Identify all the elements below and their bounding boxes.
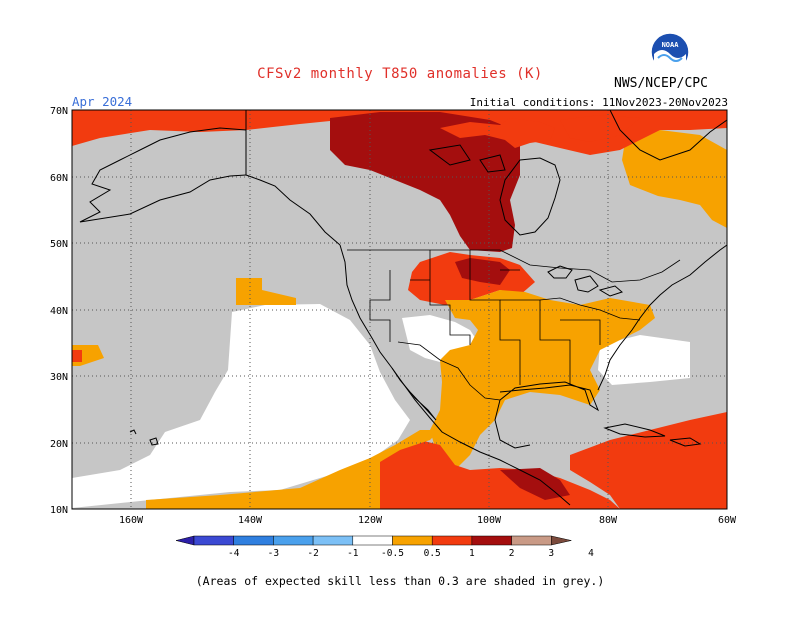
colorbar-arrow-right xyxy=(551,535,572,546)
colorbar-segment xyxy=(431,535,473,546)
very-hot-central-canada xyxy=(330,112,520,252)
hot-hudson-region xyxy=(440,118,555,148)
colorbar-tick-label: -0.5 xyxy=(381,548,404,559)
colorbar-tick-label: -4 xyxy=(228,548,240,559)
colorbar-segment xyxy=(273,535,314,546)
lon-label-80w: 80W xyxy=(599,515,618,526)
neutral-pacific-region xyxy=(72,304,410,508)
map-title: CFSv2 monthly T850 anomalies (K) xyxy=(257,66,543,82)
lat-label-70n: 70N xyxy=(50,106,68,117)
colorbar-segment xyxy=(352,535,393,546)
colorbar-tick-label: -3 xyxy=(268,548,279,559)
lat-label-10n: 10N xyxy=(50,505,68,516)
initial-conditions: Initial conditions: 11Nov2023-20Nov2023 xyxy=(469,96,728,109)
forecast-month: Apr 2024 xyxy=(72,94,133,109)
hot-patch-west xyxy=(72,350,82,362)
lat-label-40n: 40N xyxy=(50,306,68,317)
lat-label-30n: 30N xyxy=(50,372,68,383)
noaa-logo: NOAA xyxy=(650,32,690,72)
logo-text: NOAA xyxy=(662,41,680,49)
colorbar-segment xyxy=(193,535,234,546)
lat-label-20n: 20N xyxy=(50,439,68,450)
graticule xyxy=(72,110,727,509)
coastlines xyxy=(79,110,727,506)
colorbar-segment xyxy=(312,535,354,546)
colorbar-arrow-left xyxy=(175,535,195,546)
colorbar-tick-label: -2 xyxy=(307,548,318,559)
colorbar-segment xyxy=(392,535,433,546)
lon-label-120w: 120W xyxy=(358,515,383,526)
lat-label-50n: 50N xyxy=(50,239,68,250)
latitude-labels: 70N 60N 50N 40N 30N 20N 10N xyxy=(50,106,68,516)
colorbar-segment xyxy=(511,535,552,546)
colorbar-tick-label: 1 xyxy=(469,548,475,559)
borders xyxy=(347,249,681,401)
longitude-labels: 160W 140W 120W 100W 80W 60W xyxy=(119,515,737,526)
lon-label-60w: 60W xyxy=(718,515,737,526)
lat-label-60n: 60N xyxy=(50,173,68,184)
anomaly-map: 70N 60N 50N 40N 30N 20N 10N 160W 140W 12… xyxy=(50,106,737,526)
warm-central-us-mexico xyxy=(430,290,655,470)
neutral-atlantic-region xyxy=(598,335,690,385)
lon-label-160w: 160W xyxy=(119,515,144,526)
colorbar-tick-label: 2 xyxy=(509,548,515,559)
colorbar: -4 -3 -2 -1 -0.5 0.5 1 2 3 4 xyxy=(175,535,594,559)
colorbar-tick-label: 3 xyxy=(548,548,554,559)
agency-label: NWS/NCEP/CPC xyxy=(614,76,708,91)
hot-caribbean xyxy=(570,412,727,509)
very-hot-upper-midwest xyxy=(455,258,510,285)
warm-eastern-pacific xyxy=(146,430,440,509)
lon-label-140w: 140W xyxy=(238,515,263,526)
very-hot-central-america xyxy=(500,468,570,500)
warm-patch-pacific xyxy=(236,278,296,305)
colorbar-tick-label: 4 xyxy=(588,548,594,559)
map-frame xyxy=(71,109,728,510)
lon-label-100w: 100W xyxy=(477,515,502,526)
colorbar-segment xyxy=(471,535,512,546)
colorbar-tick-label: -1 xyxy=(347,548,359,559)
colorbar-tick-label: 0.5 xyxy=(424,548,441,559)
hot-baffin-region xyxy=(560,115,640,142)
footnote: (Areas of expected skill less than 0.3 a… xyxy=(195,574,605,588)
colorbar-segment xyxy=(233,535,274,546)
